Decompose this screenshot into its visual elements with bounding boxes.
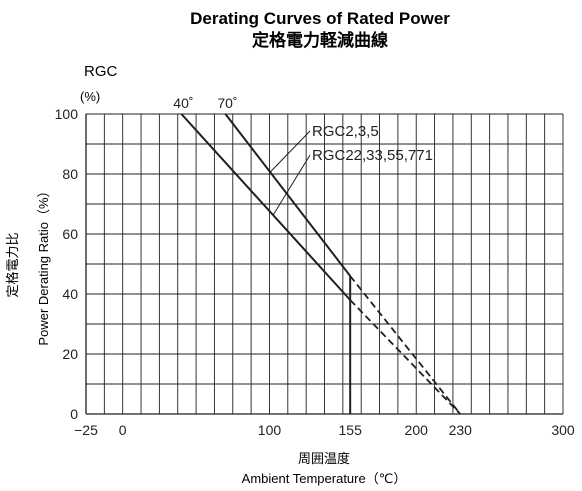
series-line-solid [224, 113, 351, 277]
x-tick-label: 300 [551, 422, 575, 438]
leader-line [269, 130, 311, 173]
x-tick-label: −25 [74, 422, 98, 438]
y-axis-title: 定格電力比 [5, 232, 20, 297]
x-tick-label: 100 [258, 422, 282, 438]
y-tick-label: 40 [62, 286, 78, 302]
y-tick-label: 0 [70, 406, 78, 422]
y-axis-title-en: Power Derating Ratio（%） [36, 184, 51, 345]
y-tick-label: 60 [62, 226, 78, 242]
top-temp-label: 70˚ [217, 95, 237, 111]
y-tick-label: 100 [55, 106, 79, 122]
model-label: RGC [84, 63, 118, 80]
series-label: RGC22,33,55,771 [312, 147, 433, 164]
y-tick-label: 20 [62, 346, 78, 362]
chart-subtitle: 定格電力軽減曲線 [252, 30, 388, 50]
annotations: 40˚ 70˚ RGC2,3,5 RGC22,33,55,771 [173, 95, 433, 216]
series-label: RGC2,3,5 [312, 123, 379, 140]
series-line-dashed [349, 275, 461, 415]
x-tick-label: 200 [405, 422, 429, 438]
x-tick-label: 0 [119, 422, 127, 438]
chart-title: Derating Curves of Rated Power [190, 9, 450, 28]
axes [85, 114, 563, 415]
y-tick-label: 80 [62, 166, 78, 182]
series-lines [180, 113, 461, 415]
leader-line [272, 154, 311, 216]
series-line-dashed [349, 299, 461, 415]
x-tick-label: 155 [339, 422, 363, 438]
series-line-solid [180, 113, 351, 301]
x-tick-label: 230 [449, 422, 473, 438]
x-axis-title: 周囲温度 [298, 451, 350, 466]
top-temp-label: 40˚ [173, 95, 193, 111]
y-unit-label: (%) [80, 89, 100, 104]
x-axis-title-en: Ambient Temperature（℃） [242, 471, 407, 486]
grid [85, 113, 564, 415]
